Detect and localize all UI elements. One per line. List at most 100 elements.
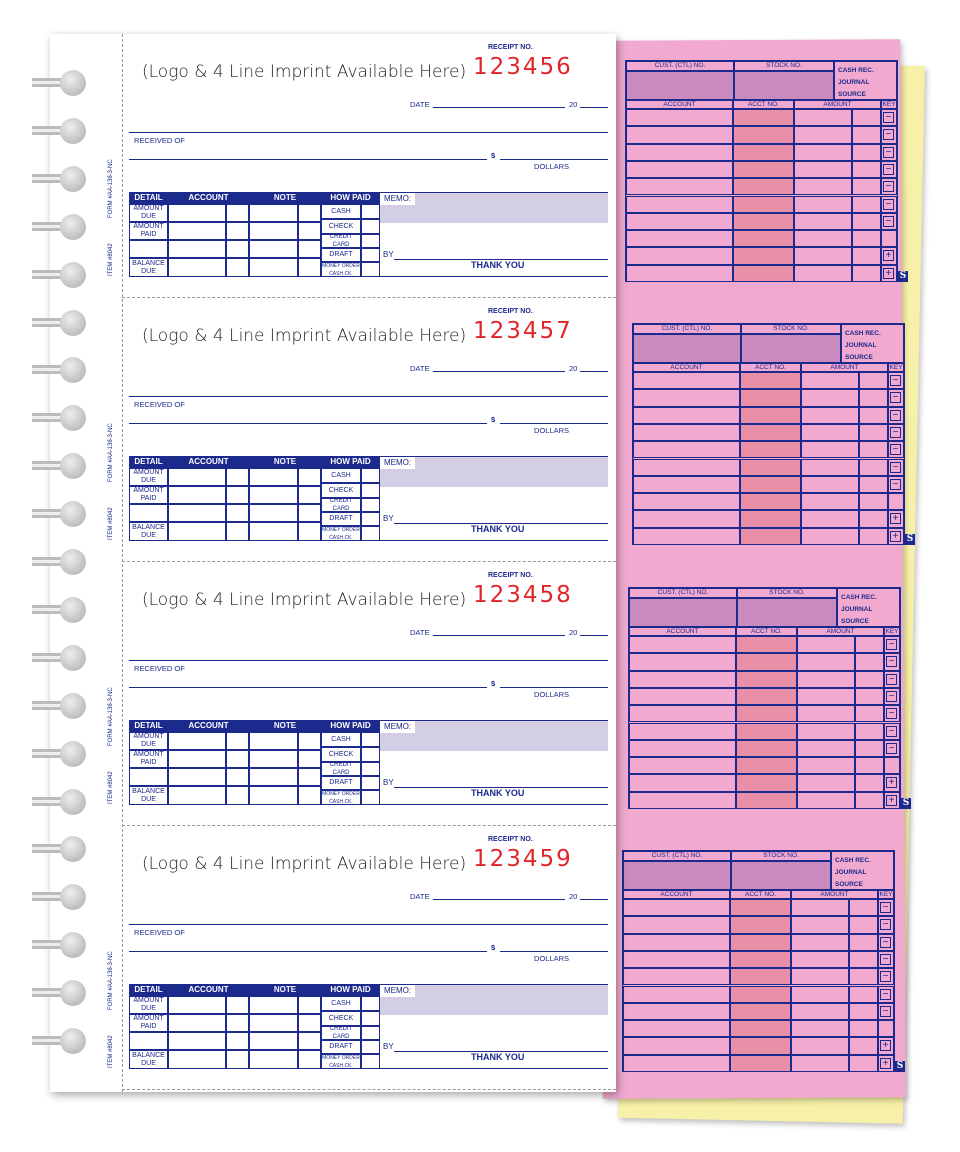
stub-amount-cell[interactable] (794, 212, 852, 231)
stub-amount-cell[interactable] (801, 372, 859, 390)
stub-amount-cents-cell[interactable] (859, 441, 888, 459)
stub-acct-no-cell[interactable] (736, 739, 797, 758)
cust-no-field[interactable] (623, 861, 731, 890)
amount-field[interactable] (500, 159, 608, 160)
how-paid-checkbox[interactable] (361, 248, 380, 262)
stub-acct-no-cell[interactable] (733, 230, 794, 248)
stub-acct-no-cell[interactable] (736, 670, 797, 688)
stub-acct-no-cell[interactable] (736, 774, 797, 792)
stub-account-cell[interactable] (629, 757, 736, 775)
stub-amount-cents-cell[interactable] (859, 527, 888, 545)
stub-acct-no-cell[interactable] (733, 195, 794, 213)
date-field[interactable] (433, 899, 565, 900)
how-paid-checkbox[interactable] (361, 776, 380, 790)
stub-amount-cents-cell[interactable] (849, 1037, 878, 1055)
stub-account-cell[interactable] (623, 933, 730, 951)
stub-acct-no-cell[interactable] (740, 389, 801, 407)
stub-amount-cell[interactable] (791, 916, 849, 934)
stub-amount-cell[interactable] (801, 423, 859, 442)
stub-acct-no-cell[interactable] (736, 791, 797, 809)
table-input-cell[interactable] (168, 996, 226, 1014)
stub-acct-no-cell[interactable] (730, 968, 791, 986)
plus-key-icon[interactable]: + (886, 794, 897, 806)
table-input-cell[interactable] (226, 786, 249, 805)
table-input-cell[interactable] (226, 1014, 249, 1032)
stub-acct-no-cell[interactable] (730, 1020, 791, 1038)
stub-amount-cents-cell[interactable] (855, 774, 884, 792)
stub-amount-cents-cell[interactable] (852, 143, 881, 161)
cust-no-field[interactable] (629, 598, 737, 627)
stub-account-cell[interactable] (626, 160, 733, 179)
stub-acct-no-cell[interactable] (736, 722, 797, 740)
stub-acct-no-cell[interactable] (733, 212, 794, 231)
table-input-cell[interactable] (249, 504, 298, 522)
stub-amount-cents-cell[interactable] (849, 950, 878, 969)
table-input-cell[interactable] (226, 204, 249, 222)
table-input-cell[interactable] (298, 504, 321, 522)
stub-amount-cell[interactable] (794, 109, 852, 127)
stub-account-cell[interactable] (626, 212, 733, 231)
minus-key-icon[interactable]: − (883, 198, 894, 210)
stub-amount-cell[interactable] (794, 178, 852, 196)
table-input-cell[interactable] (226, 750, 249, 768)
stub-amount-cents-cell[interactable] (849, 1002, 878, 1021)
stub-account-cell[interactable] (633, 527, 740, 545)
stub-acct-no-cell[interactable] (740, 423, 801, 442)
stub-amount-cell[interactable] (801, 458, 859, 476)
how-paid-checkbox[interactable] (361, 483, 380, 498)
stub-acct-no-cell[interactable] (730, 1054, 791, 1072)
table-input-cell[interactable] (168, 486, 226, 504)
plus-key-icon[interactable]: + (890, 530, 901, 542)
amount-field[interactable] (500, 951, 608, 952)
minus-key-icon[interactable]: − (886, 639, 897, 650)
stub-amount-cents-cell[interactable] (855, 757, 884, 775)
stock-no-field[interactable] (734, 71, 834, 100)
stub-acct-no-cell[interactable] (736, 653, 797, 671)
stub-amount-cell[interactable] (801, 441, 859, 459)
table-input-cell[interactable] (226, 486, 249, 504)
stub-amount-cents-cell[interactable] (855, 739, 884, 758)
stub-amount-cents-cell[interactable] (855, 705, 884, 723)
stub-amount-cents-cell[interactable] (852, 178, 881, 196)
table-input-cell[interactable] (226, 522, 249, 541)
stub-amount-cents-cell[interactable] (852, 126, 881, 144)
table-input-cell[interactable] (168, 222, 226, 240)
plus-key-icon[interactable]: + (890, 513, 901, 525)
stub-account-cell[interactable] (633, 441, 740, 459)
stub-amount-cell[interactable] (794, 160, 852, 179)
table-input-cell[interactable] (249, 204, 298, 222)
table-input-cell[interactable] (298, 1014, 321, 1032)
minus-key-icon[interactable]: − (890, 461, 901, 473)
stub-amount-cents-cell[interactable] (849, 899, 878, 917)
stub-amount-cents-cell[interactable] (849, 1020, 878, 1038)
stub-account-cell[interactable] (629, 670, 736, 688)
table-input-cell[interactable] (298, 1050, 321, 1069)
stub-account-cell[interactable] (629, 636, 736, 654)
received-of-field[interactable] (129, 951, 487, 952)
table-input-cell[interactable] (168, 204, 226, 222)
cust-no-field[interactable] (626, 71, 734, 100)
stub-amount-cell[interactable] (801, 527, 859, 545)
stub-amount-cents-cell[interactable] (859, 475, 888, 494)
stub-account-cell[interactable] (626, 143, 733, 161)
minus-key-icon[interactable]: − (880, 971, 891, 983)
plus-key-icon[interactable]: + (880, 1040, 891, 1052)
received-of-field[interactable] (129, 687, 487, 688)
stub-amount-cents-cell[interactable] (859, 493, 888, 511)
stub-acct-no-cell[interactable] (730, 933, 791, 951)
table-input-cell[interactable] (298, 786, 321, 805)
table-input-cell[interactable] (168, 240, 226, 258)
table-input-cell[interactable] (249, 996, 298, 1014)
how-paid-checkbox[interactable] (361, 790, 380, 805)
minus-key-icon[interactable]: − (886, 742, 897, 754)
how-paid-checkbox[interactable] (361, 498, 380, 512)
stub-amount-cell[interactable] (797, 774, 855, 792)
how-paid-checkbox[interactable] (361, 996, 380, 1011)
minus-key-icon[interactable]: − (883, 181, 894, 193)
stub-account-cell[interactable] (629, 739, 736, 758)
table-input-cell[interactable] (168, 258, 226, 277)
received-of-field[interactable] (129, 159, 487, 160)
minus-key-icon[interactable]: − (886, 673, 897, 685)
stub-amount-cell[interactable] (794, 143, 852, 161)
stub-acct-no-cell[interactable] (736, 636, 797, 654)
